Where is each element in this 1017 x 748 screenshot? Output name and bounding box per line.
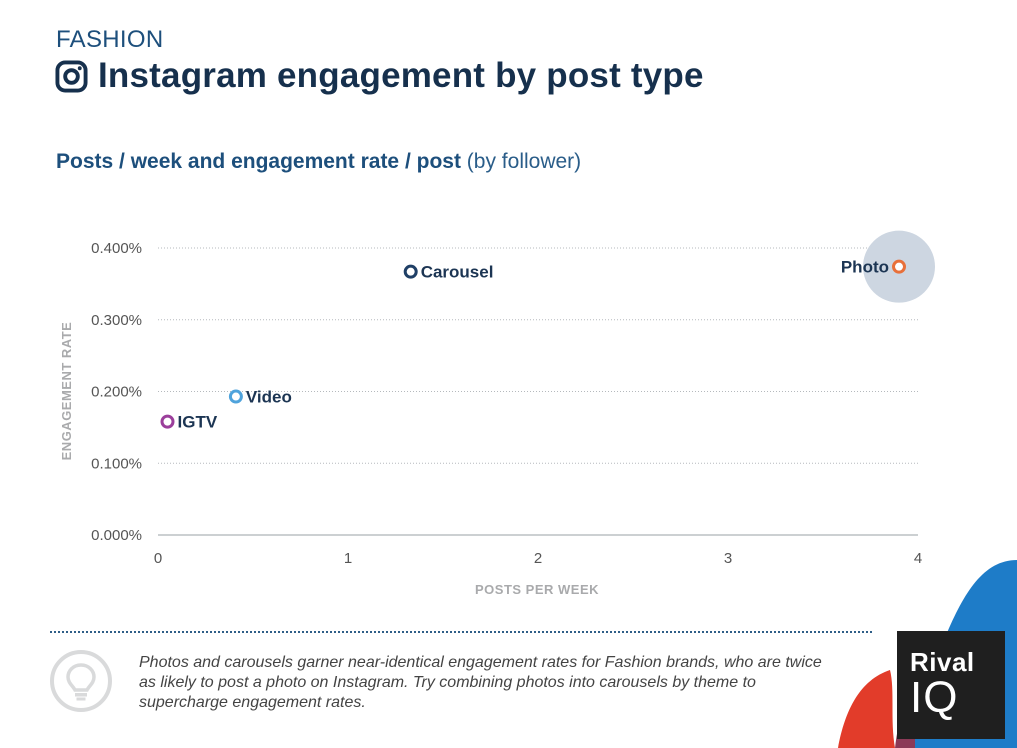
rival-iq-logo: Rival IQ [897,631,1005,739]
x-tick-label: 3 [724,550,732,567]
x-tick-label: 0 [154,550,162,567]
lightbulb-icon [50,650,112,712]
y-tick-label: 0.400% [91,240,142,257]
data-point [892,259,906,274]
divider [50,631,872,633]
y-tick-label: 0.200% [91,384,142,401]
x-axis-label: POSTS PER WEEK [475,582,599,597]
scatter-chart: 0.000% 0.100% 0.200% 0.300% 0.400% 0 1 2 3 4 POSTS… [59,230,935,597]
point-label: Photo [841,258,889,277]
logo-line2: IQ [910,673,959,722]
point-label: Video [246,388,292,407]
subtitle-light: (by follower) [466,150,582,173]
chart-subtitle: Posts / week and engagement rate / post … [56,150,581,174]
y-tick-label: 0.300% [91,312,142,329]
title-row: Instagram engagement by post type [55,56,704,96]
kicker: FASHION [56,26,164,53]
y-axis-label: ENGAGEMENT RATE [59,322,74,461]
page-title: Instagram engagement by post type [98,56,704,95]
y-tick-label: 0.000% [91,527,142,544]
x-tick-label: 4 [914,550,922,567]
instagram-icon [55,59,88,93]
data-point [403,264,418,279]
x-tick-label: 1 [344,550,352,567]
x-tick-label: 2 [534,550,542,567]
y-tick-label: 0.100% [91,455,142,472]
data-point [160,414,175,429]
point-label: IGTV [178,413,218,432]
logo-line1: Rival [910,647,975,677]
subtitle-bold: Posts / week and engagement rate / post [56,150,461,173]
point-label: Carousel [421,263,494,282]
data-point [228,389,243,404]
footer-note: Photos and carousels garner near-identic… [139,654,822,711]
